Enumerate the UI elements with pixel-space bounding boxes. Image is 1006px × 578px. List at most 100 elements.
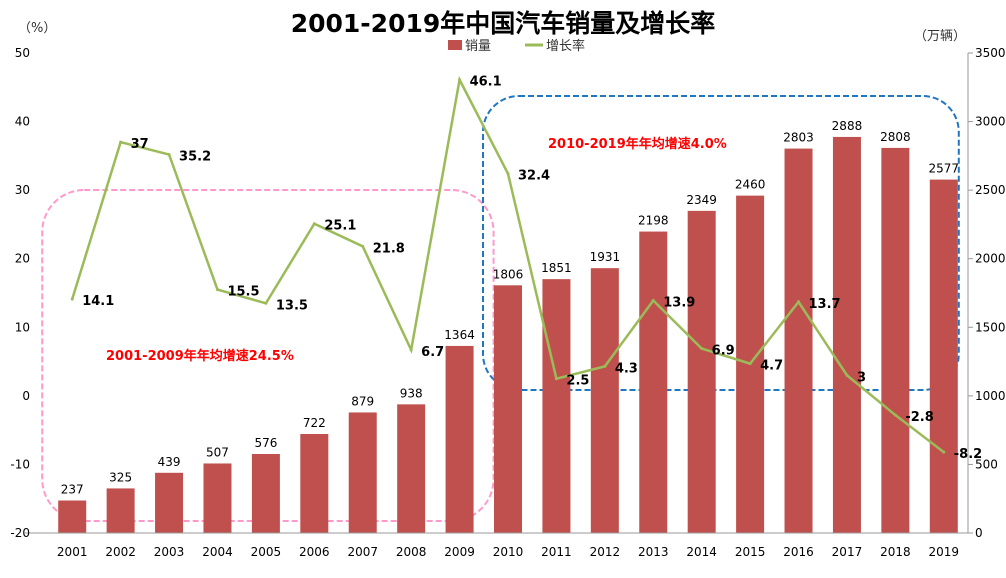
x-tick-label: 2002	[105, 545, 136, 559]
growth-label-2012: 4.3	[615, 361, 638, 376]
bar-2004	[203, 463, 232, 533]
legend-label-growth: 增长率	[546, 38, 585, 54]
x-tick-label: 2007	[347, 545, 378, 559]
growth-point-2001	[70, 297, 74, 301]
growth-point-2002	[119, 140, 123, 144]
growth-label-2009: 46.1	[470, 75, 502, 90]
growth-point-2009	[458, 78, 462, 82]
x-tick-label: 2018	[880, 545, 911, 559]
growth-label-2002: 37	[131, 137, 149, 152]
left-tick-label: 30	[15, 183, 30, 197]
bar-label-2004: 507	[206, 445, 229, 459]
growth-point-2010	[506, 172, 510, 176]
x-tick-label: 2013	[638, 545, 669, 559]
bar-2017	[832, 136, 861, 533]
right-tick-label: 500	[975, 457, 998, 471]
growth-label-2006: 25.1	[324, 219, 356, 234]
bar-label-2009: 1364	[444, 328, 475, 342]
left-tick-label: 20	[15, 252, 30, 266]
growth-point-2017	[845, 373, 849, 377]
x-tick-label: 2012	[590, 545, 621, 559]
growth-label-2001: 14.1	[82, 294, 114, 309]
right-tick-label: 2500	[975, 183, 1006, 197]
growth-point-2004	[215, 288, 219, 292]
growth-label-2007: 21.8	[373, 241, 405, 256]
x-tick-label: 2015	[735, 545, 766, 559]
right-axis-unit: （万辆）	[914, 29, 966, 44]
left-tick-label: -10	[10, 457, 30, 471]
x-tick-label: 2008	[396, 545, 427, 559]
growth-point-2018	[893, 413, 897, 417]
bar-2013	[639, 231, 668, 533]
bar-label-2013: 2198	[638, 214, 669, 228]
x-tick-label: 2005	[251, 545, 282, 559]
growth-label-2008: 6.7	[421, 345, 444, 360]
bar-label-2010: 1806	[493, 267, 524, 281]
growth-point-2012	[603, 364, 607, 368]
growth-label-2019: -8.2	[954, 447, 982, 462]
x-tick-label: 2006	[299, 545, 330, 559]
left-tick-label: -20	[10, 526, 30, 540]
bar-label-2001: 237	[61, 482, 84, 496]
x-tick-label: 2009	[444, 545, 475, 559]
right-tick-label: 1500	[975, 320, 1006, 334]
growth-label-2013: 13.9	[663, 296, 695, 311]
growth-point-2006	[312, 222, 316, 226]
bar-2006	[300, 433, 329, 533]
growth-point-2013	[651, 299, 655, 303]
bar-label-2006: 722	[303, 416, 326, 430]
growth-label-2014: 6.9	[712, 344, 735, 359]
growth-label-2010: 32.4	[518, 169, 550, 184]
bar-2002	[106, 488, 135, 533]
left-tick-label: 0	[22, 389, 30, 403]
x-tick-label: 2019	[929, 545, 960, 559]
growth-point-2007	[361, 244, 365, 248]
bar-2018	[881, 147, 910, 533]
x-tick-label: 2003	[154, 545, 185, 559]
bar-2012	[590, 268, 619, 533]
bar-label-2019: 2577	[929, 162, 960, 176]
bar-2011	[542, 279, 571, 533]
x-tick-label: 2014	[686, 545, 717, 559]
right-tick-label: 0	[975, 526, 983, 540]
left-tick-label: 10	[15, 320, 30, 334]
annotation-2001-2009: 2001-2009年年均增速24.5%	[106, 348, 294, 364]
bar-label-2016: 2803	[783, 131, 814, 145]
left-tick-label: 50	[15, 46, 30, 60]
growth-label-2011: 2.5	[566, 374, 589, 389]
growth-point-2014	[700, 347, 704, 351]
bar-label-2012: 1931	[590, 250, 621, 264]
annotation-box-2010-2019	[482, 95, 960, 391]
legend: 销量 增长率	[448, 38, 585, 54]
bar-2010	[494, 285, 522, 533]
x-tick-label: 2011	[541, 545, 572, 559]
bar-label-2011: 1851	[541, 261, 572, 275]
x-tick-label: 2010	[493, 545, 524, 559]
bar-label-2002: 325	[109, 470, 132, 484]
right-tick-label: 1000	[975, 389, 1006, 403]
right-tick-label: 3000	[975, 115, 1006, 129]
left-tick-label: 40	[15, 115, 30, 129]
bar-2007	[348, 412, 377, 533]
x-tick-label: 2016	[783, 545, 814, 559]
bar-label-2017: 2888	[832, 119, 863, 133]
growth-label-2005: 13.5	[276, 298, 308, 313]
bar-2016	[784, 148, 813, 534]
growth-label-2017: 3	[857, 370, 866, 385]
bar-label-2007: 879	[351, 394, 374, 408]
bar-2005	[251, 454, 280, 533]
bar-2003	[155, 472, 184, 533]
x-tick-label: 2004	[202, 545, 233, 559]
bar-label-2018: 2808	[880, 130, 911, 144]
growth-label-2018: -2.8	[905, 410, 933, 425]
legend-swatch-sales	[448, 40, 462, 50]
bar-label-2003: 439	[158, 455, 181, 469]
growth-label-2015: 4.7	[760, 359, 783, 374]
bar-2001	[58, 500, 87, 533]
bar-label-2014: 2349	[686, 193, 717, 207]
growth-point-2011	[554, 377, 558, 381]
growth-label-2004: 15.5	[227, 285, 259, 300]
chart-title: 2001-2019年中国汽车销量及增长率	[291, 9, 716, 38]
